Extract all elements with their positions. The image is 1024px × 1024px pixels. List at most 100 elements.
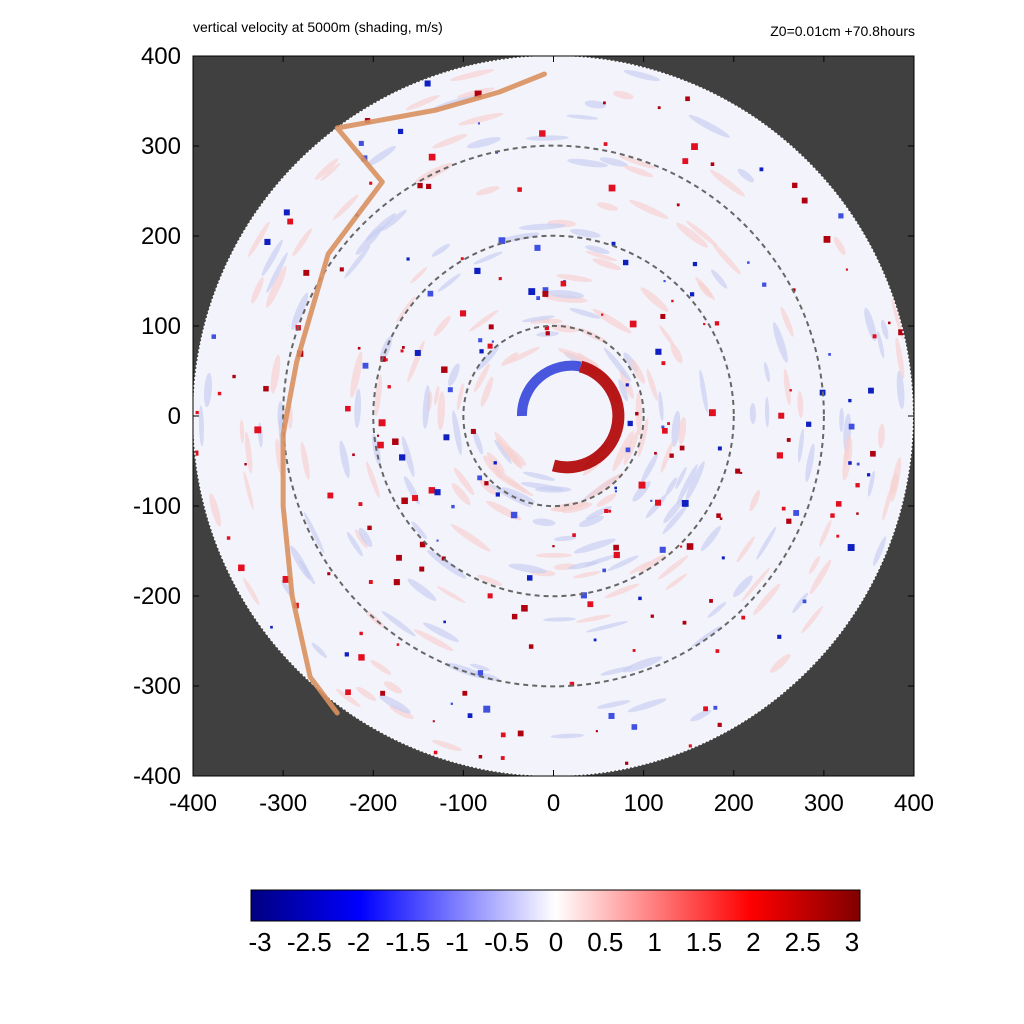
- shading-streak: [450, 69, 494, 81]
- updraft-cell: [714, 321, 720, 326]
- downdraft-cell: [848, 398, 852, 403]
- updraft-cell: [715, 649, 720, 653]
- updraft-cell: [393, 579, 400, 586]
- downdraft-cell: [427, 290, 434, 297]
- shading-streak: [662, 505, 688, 535]
- updraft-cell: [679, 445, 685, 451]
- shading-streak: [550, 733, 585, 739]
- downdraft-cell: [828, 353, 831, 356]
- updraft-cell: [608, 509, 612, 513]
- updraft-cell: [396, 554, 402, 561]
- updraft-cell: [368, 580, 373, 584]
- updraft-cell: [517, 187, 522, 192]
- shading-streak: [300, 441, 310, 480]
- y-tick-label: 300: [141, 133, 181, 160]
- updraft-cell: [830, 513, 835, 518]
- downdraft-cell: [614, 486, 617, 490]
- downdraft-cell: [399, 454, 406, 461]
- updraft-cell: [655, 499, 662, 506]
- shading-streak: [423, 622, 459, 642]
- shading-streak: [670, 343, 683, 364]
- downdraft-cell: [848, 461, 852, 465]
- shading-streak: [690, 709, 712, 722]
- updraft-cell: [500, 732, 506, 738]
- downdraft-cell: [436, 539, 439, 542]
- updraft-cell: [352, 453, 355, 457]
- downdraft-cell: [593, 638, 597, 642]
- shading-streak: [749, 402, 756, 425]
- updraft-cell: [433, 750, 438, 755]
- updraft-cell: [691, 143, 698, 150]
- updraft-cell: [632, 649, 636, 652]
- shading-streak: [833, 236, 846, 255]
- shading-streak: [489, 484, 532, 508]
- colorbar-tick-label: -1: [446, 927, 469, 957]
- shading-streak: [882, 486, 893, 521]
- shading-streak: [622, 656, 663, 673]
- downdraft-cell: [406, 257, 410, 261]
- shading-streak: [314, 158, 339, 181]
- downdraft-cell: [655, 348, 662, 355]
- updraft-cell: [613, 551, 620, 559]
- updraft-cell: [367, 525, 372, 531]
- downdraft-cell: [397, 128, 404, 135]
- shading-streak: [251, 277, 264, 304]
- shading-streak: [469, 309, 499, 332]
- shading-streak: [612, 90, 634, 100]
- downdraft-cell: [483, 705, 491, 713]
- updraft-cell: [709, 599, 713, 603]
- shading-streak: [700, 525, 722, 552]
- shading-streak: [657, 555, 689, 580]
- shading-streak: [266, 252, 288, 294]
- downdraft-cell: [802, 599, 807, 604]
- shading-streak: [797, 428, 804, 463]
- shading-streak: [663, 498, 684, 524]
- shading-streak: [596, 700, 631, 709]
- downdraft-cell: [264, 238, 271, 246]
- updraft-cell: [387, 385, 391, 389]
- downdraft-cell: [443, 434, 450, 441]
- updraft-cell: [400, 349, 404, 353]
- shading-streak: [532, 518, 556, 526]
- updraft-cell: [572, 533, 576, 537]
- shading-streak: [604, 583, 640, 599]
- updraft-cell: [708, 409, 716, 417]
- shading-streak: [675, 466, 687, 490]
- shading-streak: [432, 739, 462, 751]
- downdraft-cell: [477, 122, 480, 125]
- shading-streak: [567, 158, 608, 168]
- updraft-cell: [345, 689, 351, 696]
- downdraft-cell: [536, 296, 541, 300]
- updraft-cell: [719, 517, 723, 520]
- updraft-cell: [604, 509, 609, 513]
- shading-streak: [508, 563, 547, 574]
- colorbar-tick-label: 0: [549, 927, 563, 957]
- downdraft-cell: [631, 724, 638, 730]
- updraft-cell: [569, 681, 575, 687]
- updraft-cell: [669, 453, 674, 458]
- updraft-cell: [419, 541, 426, 548]
- colorbar: [250, 889, 861, 922]
- updraft-cell: [517, 730, 524, 737]
- shading-streak: [445, 662, 487, 679]
- shading-streak: [697, 281, 712, 298]
- updraft-cell: [327, 492, 334, 499]
- shading-streak: [770, 653, 791, 673]
- colorbar-tick-label: -0.5: [484, 927, 529, 957]
- shading-streak: [261, 239, 283, 277]
- updraft-cell: [511, 613, 518, 620]
- downdraft-cell: [611, 241, 616, 246]
- updraft-cell: [792, 288, 796, 292]
- downdraft-cell: [717, 446, 722, 451]
- updraft-cell: [500, 756, 505, 760]
- updraft-cell: [376, 434, 380, 437]
- updraft-cell: [703, 322, 706, 326]
- shading-streak: [864, 307, 877, 342]
- y-tick-label: -300: [133, 673, 181, 700]
- updraft-cell: [676, 203, 680, 207]
- shading-streak: [554, 535, 577, 542]
- shading-streak: [637, 418, 649, 458]
- shading-streak: [658, 391, 664, 422]
- shading-streak: [877, 331, 885, 359]
- x-tick-label: 300: [804, 790, 844, 817]
